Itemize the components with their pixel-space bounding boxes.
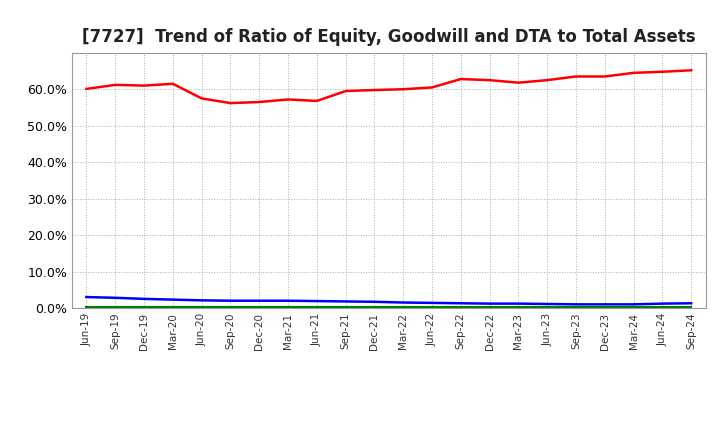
Goodwill <box>111 295 120 301</box>
Goodwill <box>687 301 696 306</box>
Equity <box>428 85 436 90</box>
Equity <box>399 87 408 92</box>
Goodwill <box>284 298 292 303</box>
Goodwill <box>428 300 436 305</box>
Goodwill <box>543 301 552 307</box>
Equity <box>456 77 465 82</box>
Goodwill <box>197 298 206 303</box>
Deferred Tax Assets <box>255 304 264 310</box>
Deferred Tax Assets <box>428 304 436 310</box>
Goodwill <box>140 296 148 301</box>
Equity <box>284 97 292 102</box>
Equity <box>111 82 120 88</box>
Goodwill <box>456 301 465 306</box>
Goodwill <box>255 298 264 303</box>
Goodwill <box>572 302 580 307</box>
Deferred Tax Assets <box>572 304 580 310</box>
Goodwill <box>514 301 523 306</box>
Line: Equity: Equity <box>86 70 691 103</box>
Equity <box>168 81 177 86</box>
Equity <box>255 99 264 105</box>
Deferred Tax Assets <box>485 304 494 310</box>
Equity <box>82 86 91 92</box>
Equity <box>370 88 379 93</box>
Deferred Tax Assets <box>456 304 465 310</box>
Deferred Tax Assets <box>341 304 350 310</box>
Deferred Tax Assets <box>658 304 667 310</box>
Equity <box>687 68 696 73</box>
Equity <box>658 69 667 74</box>
Equity <box>140 83 148 88</box>
Goodwill <box>399 300 408 305</box>
Deferred Tax Assets <box>82 304 91 310</box>
Equity <box>514 80 523 85</box>
Equity <box>543 77 552 83</box>
Deferred Tax Assets <box>140 304 148 310</box>
Goodwill <box>312 298 321 304</box>
Goodwill <box>658 301 667 306</box>
Deferred Tax Assets <box>312 304 321 310</box>
Deferred Tax Assets <box>226 304 235 310</box>
Equity <box>341 88 350 94</box>
Equity <box>600 74 609 79</box>
Deferred Tax Assets <box>543 304 552 310</box>
Goodwill <box>370 299 379 304</box>
Goodwill <box>629 302 638 307</box>
Goodwill <box>600 302 609 307</box>
Deferred Tax Assets <box>629 304 638 310</box>
Equity <box>197 96 206 101</box>
Deferred Tax Assets <box>197 304 206 310</box>
Goodwill <box>341 299 350 304</box>
Equity <box>226 100 235 106</box>
Deferred Tax Assets <box>600 304 609 310</box>
Goodwill <box>226 298 235 303</box>
Deferred Tax Assets <box>514 304 523 310</box>
Line: Goodwill: Goodwill <box>86 297 691 304</box>
Goodwill <box>168 297 177 302</box>
Deferred Tax Assets <box>370 304 379 310</box>
Equity <box>312 98 321 103</box>
Goodwill <box>485 301 494 306</box>
Deferred Tax Assets <box>399 304 408 310</box>
Deferred Tax Assets <box>111 304 120 310</box>
Equity <box>629 70 638 76</box>
Goodwill <box>82 294 91 300</box>
Deferred Tax Assets <box>687 304 696 310</box>
Equity <box>485 77 494 83</box>
Equity <box>572 74 580 79</box>
Deferred Tax Assets <box>284 304 292 310</box>
Title: [7727]  Trend of Ratio of Equity, Goodwill and DTA to Total Assets: [7727] Trend of Ratio of Equity, Goodwil… <box>82 28 696 46</box>
Deferred Tax Assets <box>168 304 177 310</box>
